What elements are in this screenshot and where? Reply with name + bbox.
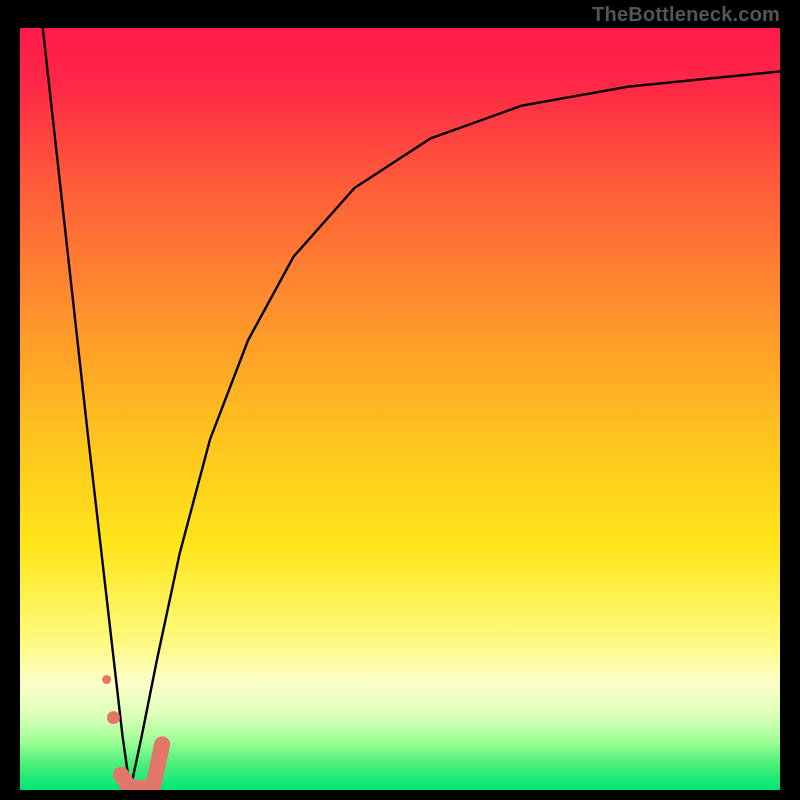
marker-dot [107, 711, 120, 724]
chart-container: TheBottleneck.com [0, 0, 800, 800]
bottleneck-curve [43, 28, 780, 790]
marker-dot [102, 675, 111, 684]
watermark-text: TheBottleneck.com [592, 4, 780, 27]
curve-overlay [20, 28, 780, 790]
plot-area [20, 28, 780, 790]
